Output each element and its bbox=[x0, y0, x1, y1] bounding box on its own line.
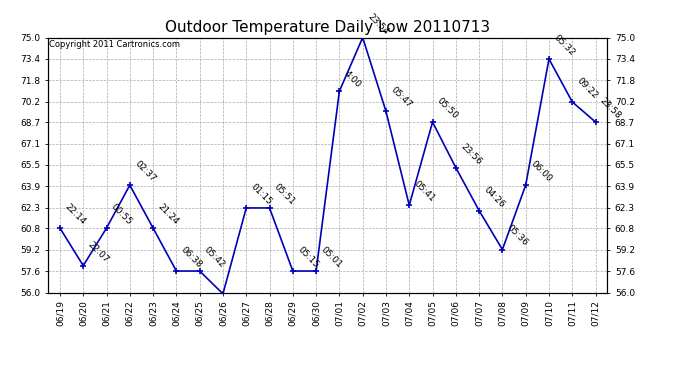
Text: 22:14: 22:14 bbox=[63, 202, 87, 227]
Text: Copyright 2011 Cartronics.com: Copyright 2011 Cartronics.com bbox=[50, 40, 180, 49]
Text: 06:00: 06:00 bbox=[529, 159, 553, 184]
Title: Outdoor Temperature Daily Low 20110713: Outdoor Temperature Daily Low 20110713 bbox=[165, 20, 491, 35]
Text: 22:07: 22:07 bbox=[86, 240, 110, 264]
Text: 23:56: 23:56 bbox=[459, 142, 483, 166]
Text: 09:22: 09:22 bbox=[575, 76, 600, 100]
Text: 4:00: 4:00 bbox=[342, 69, 363, 90]
Text: 05:26: 05:26 bbox=[0, 374, 1, 375]
Text: 05:01: 05:01 bbox=[319, 245, 344, 270]
Text: 05:15: 05:15 bbox=[295, 245, 320, 270]
Text: 02:37: 02:37 bbox=[132, 159, 157, 184]
Text: 00:55: 00:55 bbox=[109, 202, 134, 227]
Text: 05:36: 05:36 bbox=[505, 224, 530, 248]
Text: 04:26: 04:26 bbox=[482, 185, 506, 209]
Text: 23:58: 23:58 bbox=[598, 96, 623, 121]
Text: 05:50: 05:50 bbox=[435, 96, 460, 121]
Text: 05:32: 05:32 bbox=[552, 33, 576, 58]
Text: 23:54: 23:54 bbox=[366, 12, 390, 36]
Text: 05:42: 05:42 bbox=[202, 245, 227, 270]
Text: 05:41: 05:41 bbox=[412, 179, 437, 204]
Text: 06:38: 06:38 bbox=[179, 245, 204, 270]
Text: 01:15: 01:15 bbox=[249, 182, 274, 207]
Text: 05:51: 05:51 bbox=[273, 182, 297, 207]
Text: 21:24: 21:24 bbox=[156, 202, 180, 227]
Text: 05:47: 05:47 bbox=[388, 86, 413, 110]
